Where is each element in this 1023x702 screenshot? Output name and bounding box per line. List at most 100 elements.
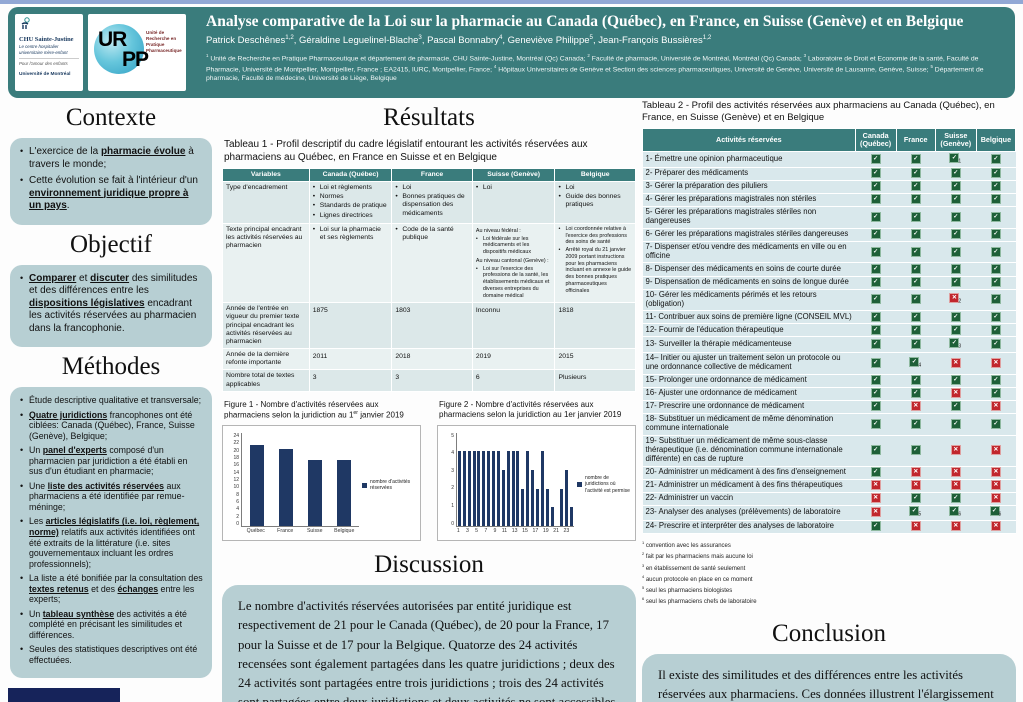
mark-cell: ✓6 xyxy=(935,504,977,521)
check-icon: ✓ xyxy=(950,246,961,257)
table1-cell-text: 3 xyxy=(395,374,400,382)
footnote-item: 6 seul les pharmaciens chefs de laborato… xyxy=(642,596,757,606)
mark-cell: ✓ xyxy=(896,151,936,168)
mark-cell: ✓ xyxy=(896,166,936,181)
footnote-item: 2 fait par les pharmaciens mais aucune l… xyxy=(642,551,753,561)
mark-cell: ✓ xyxy=(976,179,1016,194)
table1-header-row: Variables Canada (Québec) France Suisse (Ge… xyxy=(222,167,636,183)
check-icon: ✓ xyxy=(910,229,921,240)
table2-row: 13- Surveiller la thérapie médicamenteus… xyxy=(642,336,1016,353)
cross-icon: ✕ xyxy=(990,493,1001,504)
chu-sainte-justine-logo: CHU Sainte-Justine Le centre hospitalier… xyxy=(15,14,83,91)
table1-variable-label: Année de la dernière refonte importante xyxy=(222,348,310,371)
activity-label: 3- Gérer la préparation des piluliers xyxy=(642,179,856,194)
table1-cell: Loi sur la pharmacie et ses règlements xyxy=(308,222,393,304)
table1-cell: 1803 xyxy=(391,302,473,350)
activity-label: 16- Ajuster une ordonnance de médicament xyxy=(642,386,856,401)
methodes-box: Étude descriptive qualitative et transve… xyxy=(10,387,212,678)
chart-plot-area: 24 22 20 18 16 14 12 10 8 6 4 2 0 Québec France Suisse B… xyxy=(227,433,359,537)
mark-cell: ✓ xyxy=(976,262,1016,277)
bar xyxy=(457,451,461,526)
table1-cell-text: Au niveau fédéral : xyxy=(475,227,521,234)
table2-row: 12- Fournir de l'éducation thérapeutique… xyxy=(642,323,1016,338)
check-icon: ✓ xyxy=(990,418,1001,429)
bullet-item: Seules des statistiques descriptives ont… xyxy=(19,644,203,665)
table1-variable-label: Texte principal encadrant les activités … xyxy=(222,222,310,304)
footnote-marker: 6 xyxy=(958,511,962,518)
table1-cell-text: 1818 xyxy=(558,307,574,315)
check-icon: ✓ xyxy=(950,324,961,335)
check-icon: ✓ xyxy=(870,467,881,478)
mark-cell: ✓ xyxy=(935,323,977,338)
discussion-box: Le nombre d'activités réservées autorisé… xyxy=(222,585,636,702)
check-icon: ✓ xyxy=(950,401,961,412)
mark-cell: ✓ xyxy=(935,205,977,229)
mark-cell: ✕ xyxy=(855,478,897,493)
check-icon: ✓ xyxy=(950,311,961,322)
bar xyxy=(487,451,491,526)
contexte-heading: Contexte xyxy=(65,104,157,131)
footnote-item: 5 seul les pharmaciens biologistes xyxy=(642,585,733,595)
check-icon: ✓ xyxy=(910,294,921,305)
check-icon: ✓ xyxy=(910,263,921,274)
check-icon: ✓ xyxy=(870,445,881,456)
logo-area: CHU Sainte-Justine Le centre hospitalier… xyxy=(15,14,186,91)
bar xyxy=(337,460,352,527)
activity-label: 18- Substituer un médicament de même dén… xyxy=(642,412,856,436)
check-icon: ✓ xyxy=(990,324,1001,335)
table1-variable-label: Nombre total de textes applicables xyxy=(222,369,310,392)
table1-cell: LoiBonnes pratiques de dispensation des … xyxy=(391,181,473,224)
mark-cell: ✓ xyxy=(896,323,936,338)
mark-cell: ✓ xyxy=(935,179,977,194)
table1-cell: 3 xyxy=(391,369,473,392)
table2-row: 9- Dispensation de médicaments en soins … xyxy=(642,275,1016,290)
chart-legend: nombre d'activités réservées xyxy=(359,433,416,537)
mark-cell: ✓ xyxy=(976,205,1016,229)
activity-label: 7- Dispenser et/ou vendre des médicament… xyxy=(642,240,856,264)
mark-cell: ✓ xyxy=(896,240,936,264)
middle-column: Résultats Tableau 1 - Profil descriptif … xyxy=(222,102,636,702)
activity-label: 13- Surveiller la thérapie médicamenteus… xyxy=(642,336,856,353)
cross-icon: ✕ xyxy=(870,507,881,518)
table1-cell: 2011 xyxy=(308,348,393,371)
check-icon: ✓ xyxy=(910,277,921,287)
table1-cell-text: Au niveau cantonal (Genève) : xyxy=(475,257,549,264)
bullet-item: Quatre juridictions francophones ont été… xyxy=(19,410,203,442)
check-icon: ✓ xyxy=(910,181,921,192)
mark-cell: ✕ xyxy=(976,491,1016,506)
methodes-bullet-list: Étude descriptive qualitative et transve… xyxy=(19,395,203,666)
activity-label: 15- Prolonger une ordonnance de médicame… xyxy=(642,373,856,388)
activity-label: 6- Gérer les préparations magistrales st… xyxy=(642,227,856,242)
check-icon: ✓ xyxy=(910,375,921,386)
bottom-left-bar xyxy=(8,688,120,702)
legend-swatch-icon xyxy=(362,482,367,488)
table2-row: 8- Dispenser des médicaments en soins de… xyxy=(642,262,1016,277)
mark-cell: ✕ xyxy=(896,465,936,480)
cross-icon: ✕ xyxy=(950,388,961,399)
check-icon: ✓ xyxy=(870,521,881,532)
activity-label: 22- Administrer un vaccin xyxy=(642,491,856,506)
table1-cell-bullet: Loi sur l'exercice des professions de la… xyxy=(476,266,552,300)
check-icon: ✓ xyxy=(950,229,961,240)
mark-cell: ✓ xyxy=(976,166,1016,181)
mark-cell: ✕ xyxy=(976,351,1016,375)
right-column: Tableau 2 - Profil des activités réservé… xyxy=(642,100,1017,702)
activity-label: 20- Administrer un médicament à des fins… xyxy=(642,465,856,480)
table1-cell: Loi et règlementsNormesStandards de prat… xyxy=(308,181,393,224)
check-icon: ✓ xyxy=(870,229,881,240)
contexte-box: L'exercice de la pharmacie évolue à trav… xyxy=(10,138,212,225)
objectif-box: Comparer et discuter des similitudes et … xyxy=(10,264,212,347)
table1-cell-bullet: Code de la santé publique xyxy=(395,226,469,242)
table2-row: 22- Administrer un vaccin ✕ ✓ ✓ ✕ xyxy=(642,491,1016,506)
table2-row: 21- Administrer un médicament à des fins… xyxy=(642,478,1016,493)
check-icon: ✓ xyxy=(870,388,881,399)
cross-icon: ✕ xyxy=(910,467,921,478)
table2-row: 23- Analyser des analyses (prélèvements)… xyxy=(642,504,1016,521)
check-icon: ✓ xyxy=(950,211,961,222)
table2-row: 19- Substituer un médicament de même sou… xyxy=(642,434,1016,467)
table2: Activités réservées Canada (Québec) France… xyxy=(642,127,1017,534)
activity-label: 8- Dispenser des médicaments en soins de… xyxy=(642,262,856,277)
table1-cell-text: 6 xyxy=(475,374,480,382)
check-icon: ✓ xyxy=(990,153,1001,164)
activity-label: 2- Préparer des médicaments xyxy=(642,166,856,181)
